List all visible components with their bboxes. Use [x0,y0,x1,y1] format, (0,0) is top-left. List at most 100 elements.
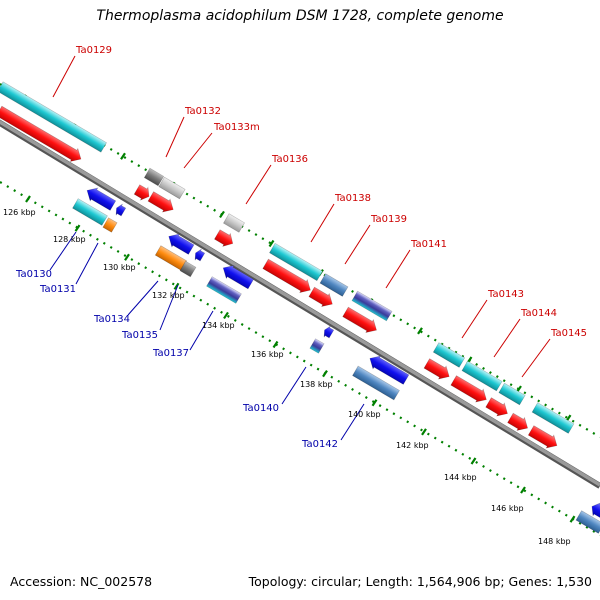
gene-features [0,81,600,534]
gene-label-ta0135[interactable]: Ta0135 [121,330,158,341]
lower-major-tick [272,340,279,349]
gene-red-arrow[interactable] [133,183,153,203]
upper-major-tick [219,210,225,219]
gene-ta0141-feature[interactable] [351,290,393,322]
gene-red-arrow[interactable] [308,285,336,310]
gene-cyan-feature[interactable] [531,402,575,434]
gene-label-ta0136[interactable]: Ta0136 [271,154,308,165]
gene-ta0137-feature[interactable] [206,276,242,304]
kbp-label: 130 kbp [103,263,136,272]
gene-ta0136-feature[interactable] [223,213,245,233]
gene-label-ta0140[interactable]: Ta0140 [242,403,279,414]
gene-ta0138-feature[interactable] [269,242,323,282]
gene-label-ta0143[interactable]: Ta0143 [487,289,524,300]
kbp-label: 126 kbp [3,208,36,217]
lower-major-tick [470,457,477,465]
gene-blue-arrow[interactable] [366,352,410,386]
gene-label-ta0131[interactable]: Ta0131 [39,284,76,295]
upper-major-tick [417,327,423,335]
lower-major-tick [371,399,378,407]
gene-label-ta0133m[interactable]: Ta0133m [213,122,260,133]
leader-ta0133m [183,132,213,169]
gene-red-arrow[interactable] [147,190,177,216]
upper-major-tick [268,239,275,248]
gene-ta0135-feature[interactable] [179,260,197,278]
gene-label-ta0142[interactable]: Ta0142 [301,439,338,450]
gene-label-ta0134[interactable]: Ta0134 [93,314,130,325]
gene-red-arrow[interactable] [0,104,85,165]
gene-steel-feature[interactable] [575,510,600,534]
gene-label-ta0138[interactable]: Ta0138 [334,193,371,204]
lower-major-tick [173,282,180,290]
gene-label-ta0145[interactable]: Ta0145 [550,328,587,339]
gene-blue-arrow[interactable] [321,324,335,339]
gene-label-ta0130[interactable]: Ta0130 [15,269,52,280]
gene-ta0133m-feature[interactable] [158,176,186,200]
kbp-label: 146 kbp [491,504,524,513]
leader-ta0143 [461,299,488,339]
leader-ta0138 [310,203,335,243]
leader-ta0139 [344,224,371,265]
gene-blue-arrow[interactable] [113,202,127,217]
gene-blue-arrow[interactable] [165,230,195,256]
kbp-label: 136 kbp [251,350,284,359]
kbp-label: 140 kbp [348,410,381,419]
gene-ta0129-feature[interactable] [0,81,107,153]
gene-blue-arrow[interactable] [219,261,254,290]
gene-ta0139-feature[interactable] [319,273,349,297]
leader-ta0140 [281,366,307,405]
leader-ta0132 [165,116,185,158]
gene-ta0132-feature[interactable] [143,167,165,187]
gene-label-ta0129[interactable]: Ta0129 [75,45,112,56]
gene-ta0142-feature[interactable] [352,365,400,401]
label-leaders [49,55,551,441]
kbp-label: 144 kbp [444,473,477,482]
kbp-label: 128 kbp [53,235,86,244]
gene-label-ta0144[interactable]: Ta0144 [520,308,557,319]
gene-ta0131-feature[interactable] [102,217,118,233]
gene-red-arrow[interactable] [527,424,560,452]
leader-ta0131 [75,242,99,285]
gene-blue-arrow[interactable] [588,500,600,520]
gene-red-arrow[interactable] [450,374,490,406]
leader-ta0141 [385,249,411,289]
gene-ta0143-feature[interactable] [432,342,466,368]
gene-ta0145-feature[interactable] [498,382,526,406]
gene-ta0130-feature[interactable] [72,198,108,226]
lower-major-tick [569,515,576,523]
gene-label-ta0132[interactable]: Ta0132 [184,106,221,117]
gene-blue-arrow[interactable] [192,247,206,262]
leader-ta0130 [49,231,77,271]
kbp-label: 142 kbp [396,441,429,450]
leader-ta0137 [189,310,214,351]
lower-major-tick [322,370,328,378]
upper-major-tick [120,152,126,160]
leader-ta0144 [493,318,521,358]
lower-major-tick [421,428,427,436]
leader-ta0134 [127,280,159,316]
lower-major-tick [223,311,229,320]
gene-red-arrow[interactable] [213,228,236,250]
gene-red-arrow[interactable] [342,305,381,336]
lower-scale-line [0,181,600,536]
kbp-label: 134 kbp [202,321,235,330]
leader-ta0145 [521,338,551,378]
scale-lines [0,83,600,536]
gene-blue-arrow[interactable] [83,184,117,212]
genome-summary-text: Topology: circular; Length: 1,564,906 bp… [248,574,592,589]
gene-ta0140-feature[interactable] [309,338,325,354]
gene-label-ta0141[interactable]: Ta0141 [410,239,447,250]
leader-ta0142 [340,403,365,441]
kbp-label: 148 kbp [538,537,571,546]
lower-major-tick [74,224,81,232]
gene-ta0144-feature[interactable] [461,360,503,392]
gene-red-arrow[interactable] [262,257,314,296]
gene-red-arrow[interactable] [507,411,532,434]
kbp-label: 138 kbp [300,380,333,389]
gene-label-ta0137[interactable]: Ta0137 [152,348,189,359]
gene-label-ta0139[interactable]: Ta0139 [370,214,407,225]
gene-red-arrow[interactable] [423,357,453,383]
gene-red-arrow[interactable] [485,396,512,420]
leader-ta0129 [52,55,76,98]
